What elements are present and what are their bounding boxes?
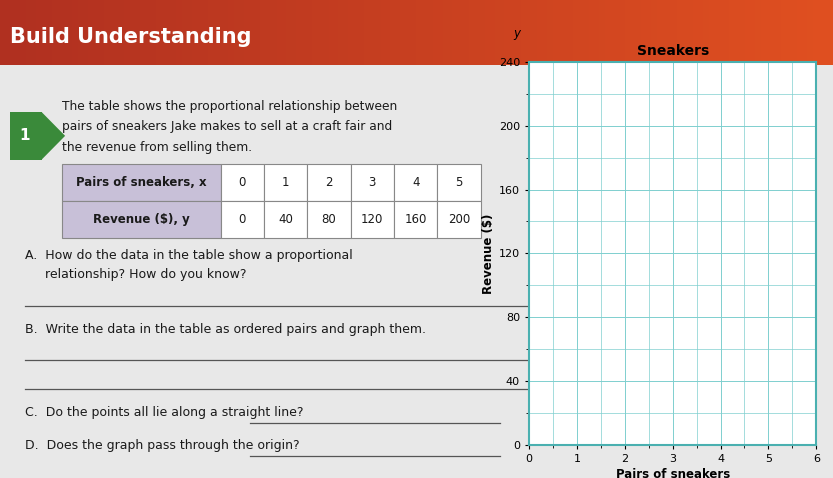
FancyBboxPatch shape (221, 164, 264, 201)
Text: 5: 5 (456, 176, 462, 189)
FancyBboxPatch shape (264, 201, 307, 238)
Polygon shape (42, 112, 65, 160)
Text: Revenue ($), y: Revenue ($), y (93, 213, 190, 226)
Text: D.  Does the graph pass through the origin?: D. Does the graph pass through the origi… (25, 439, 300, 452)
FancyBboxPatch shape (10, 112, 42, 160)
Text: A.  How do the data in the table show a proportional
     relationship? How do y: A. How do the data in the table show a p… (25, 249, 352, 281)
Text: the revenue from selling them.: the revenue from selling them. (62, 141, 252, 154)
Text: Pairs of sneakers, x: Pairs of sneakers, x (77, 176, 207, 189)
Text: 4: 4 (412, 176, 420, 189)
Text: 3: 3 (369, 176, 376, 189)
FancyBboxPatch shape (394, 164, 437, 201)
Text: 120: 120 (362, 213, 383, 226)
Text: y: y (513, 27, 521, 40)
Title: Sneakers: Sneakers (636, 44, 709, 58)
FancyBboxPatch shape (62, 201, 221, 238)
FancyBboxPatch shape (351, 201, 394, 238)
Text: 160: 160 (405, 213, 426, 226)
Text: 0: 0 (239, 176, 246, 189)
FancyBboxPatch shape (221, 201, 264, 238)
Text: 2: 2 (325, 176, 333, 189)
Text: 1: 1 (19, 129, 29, 143)
Text: 200: 200 (448, 213, 470, 226)
Text: C.  Do the points all lie along a straight line?: C. Do the points all lie along a straigh… (25, 406, 303, 419)
FancyBboxPatch shape (264, 164, 307, 201)
FancyBboxPatch shape (62, 164, 221, 201)
Text: B.  Write the data in the table as ordered pairs and graph them.: B. Write the data in the table as ordere… (25, 323, 426, 336)
Text: 80: 80 (322, 213, 337, 226)
Y-axis label: Revenue ($): Revenue ($) (481, 213, 495, 293)
FancyBboxPatch shape (394, 201, 437, 238)
Text: Build Understanding: Build Understanding (10, 27, 252, 47)
Text: 40: 40 (278, 213, 293, 226)
Text: 1: 1 (282, 176, 290, 189)
Text: pairs of sneakers Jake makes to sell at a craft fair and: pairs of sneakers Jake makes to sell at … (62, 120, 392, 133)
Text: The table shows the proportional relationship between: The table shows the proportional relatio… (62, 100, 397, 113)
FancyBboxPatch shape (307, 164, 351, 201)
FancyBboxPatch shape (437, 164, 481, 201)
Text: 0: 0 (239, 213, 246, 226)
FancyBboxPatch shape (307, 201, 351, 238)
X-axis label: Pairs of sneakers: Pairs of sneakers (616, 468, 730, 478)
FancyBboxPatch shape (351, 164, 394, 201)
FancyBboxPatch shape (437, 201, 481, 238)
